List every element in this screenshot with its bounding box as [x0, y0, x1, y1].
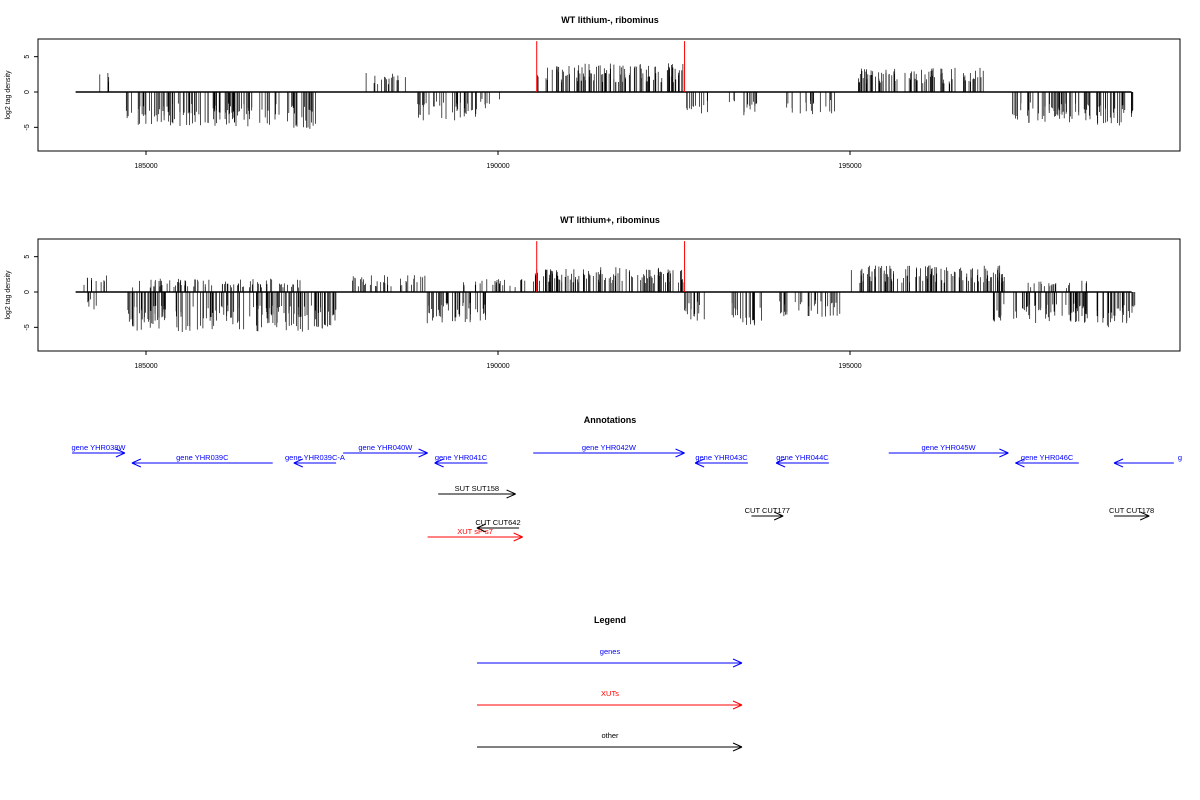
gene-label: gene YHR044C	[776, 453, 829, 462]
other-feature-arrow	[438, 489, 516, 499]
plot-frame	[37, 238, 1181, 352]
legend-title: Legend	[594, 615, 626, 625]
legend-label: other	[601, 731, 619, 740]
other-feature-arrow	[476, 523, 520, 533]
other-feature-label: SUT SUT158	[455, 484, 499, 493]
axes: -5 0 5 185000 190000 195000	[24, 55, 862, 170]
x-tick-label: 190000	[486, 363, 509, 370]
gene-label: gene YHR038W	[71, 443, 126, 452]
axes: -5 0 5 185000 190000 195000	[24, 255, 862, 370]
y-tick-label: 0	[24, 90, 31, 94]
xut-label: XUT sF-s7	[457, 527, 493, 536]
y-tick-label: 0	[24, 290, 31, 294]
gene-arrow	[1113, 458, 1174, 468]
y-tick-label: -5	[24, 124, 31, 130]
y-axis-label: log2 tag density	[5, 70, 12, 120]
gene-arrow	[131, 458, 273, 468]
gene-arrow	[694, 458, 748, 468]
gene-arrow	[888, 448, 1009, 458]
signal-bars	[75, 41, 1134, 129]
x-tick-label: 195000	[838, 363, 861, 370]
gene-arrow	[533, 448, 685, 458]
gene-label: gene YHR046C	[1021, 453, 1074, 462]
legend-items: genes XUTs other	[477, 647, 743, 752]
gene-arrow	[72, 448, 126, 458]
track-wt-lithium-plus: WT lithium+, ribominus log2 tag density …	[5, 215, 1181, 370]
track-title: WT lithium-, ribominus	[561, 15, 659, 25]
gene-label: gene YHR039C-A	[285, 453, 345, 462]
signal-bars	[75, 241, 1136, 332]
y-tick-label: -5	[24, 324, 31, 330]
legend-arrow	[477, 658, 743, 668]
gene-arrow	[434, 458, 488, 468]
x-tick-label: 185000	[134, 163, 157, 170]
track-wt-lithium-minus: WT lithium-, ribominus log2 tag density …	[5, 15, 1181, 170]
other-feature-arrow	[751, 511, 784, 521]
gene-label: gene YHR041C	[435, 453, 488, 462]
x-tick-label: 190000	[486, 163, 509, 170]
y-axis-label: log2 tag density	[5, 270, 12, 320]
other-feature-arrow	[1114, 511, 1150, 521]
xut-arrow	[427, 532, 523, 542]
gene-arrow	[293, 458, 337, 468]
legend-label: genes	[600, 647, 621, 656]
other-feature-label: CUT CUT177	[745, 506, 790, 515]
other-feature-label: CUT CUT642	[475, 518, 520, 527]
track-title: WT lithium+, ribominus	[560, 215, 660, 225]
y-tick-label: 5	[24, 55, 31, 59]
legend-label: XUTs	[601, 689, 619, 698]
x-tick-label: 185000	[134, 363, 157, 370]
legend-panel: Legend genes XUTs other	[477, 615, 743, 752]
gene-arrow	[1015, 458, 1079, 468]
other-feature-label: CUT CUT178	[1109, 506, 1154, 515]
annotation-features: gene YHR038W gene YHR039C gene YHR039C-A ge…	[71, 443, 1182, 542]
gene-label: gene YHR040W	[358, 443, 413, 452]
plot-frame	[37, 38, 1181, 152]
gene-label: gene YHR042W	[582, 443, 637, 452]
legend-arrow	[477, 742, 743, 752]
gene-label: g	[1178, 453, 1182, 462]
gene-label: gene YHR043C	[695, 453, 748, 462]
gene-arrow	[343, 448, 428, 458]
y-tick-label: 5	[24, 255, 31, 259]
annotations-title: Annotations	[584, 415, 637, 425]
gene-arrow	[775, 458, 829, 468]
legend-arrow	[477, 700, 743, 710]
gene-label: gene YHR039C	[176, 453, 229, 462]
x-tick-label: 195000	[838, 163, 861, 170]
gene-label: gene YHR045W	[922, 443, 977, 452]
